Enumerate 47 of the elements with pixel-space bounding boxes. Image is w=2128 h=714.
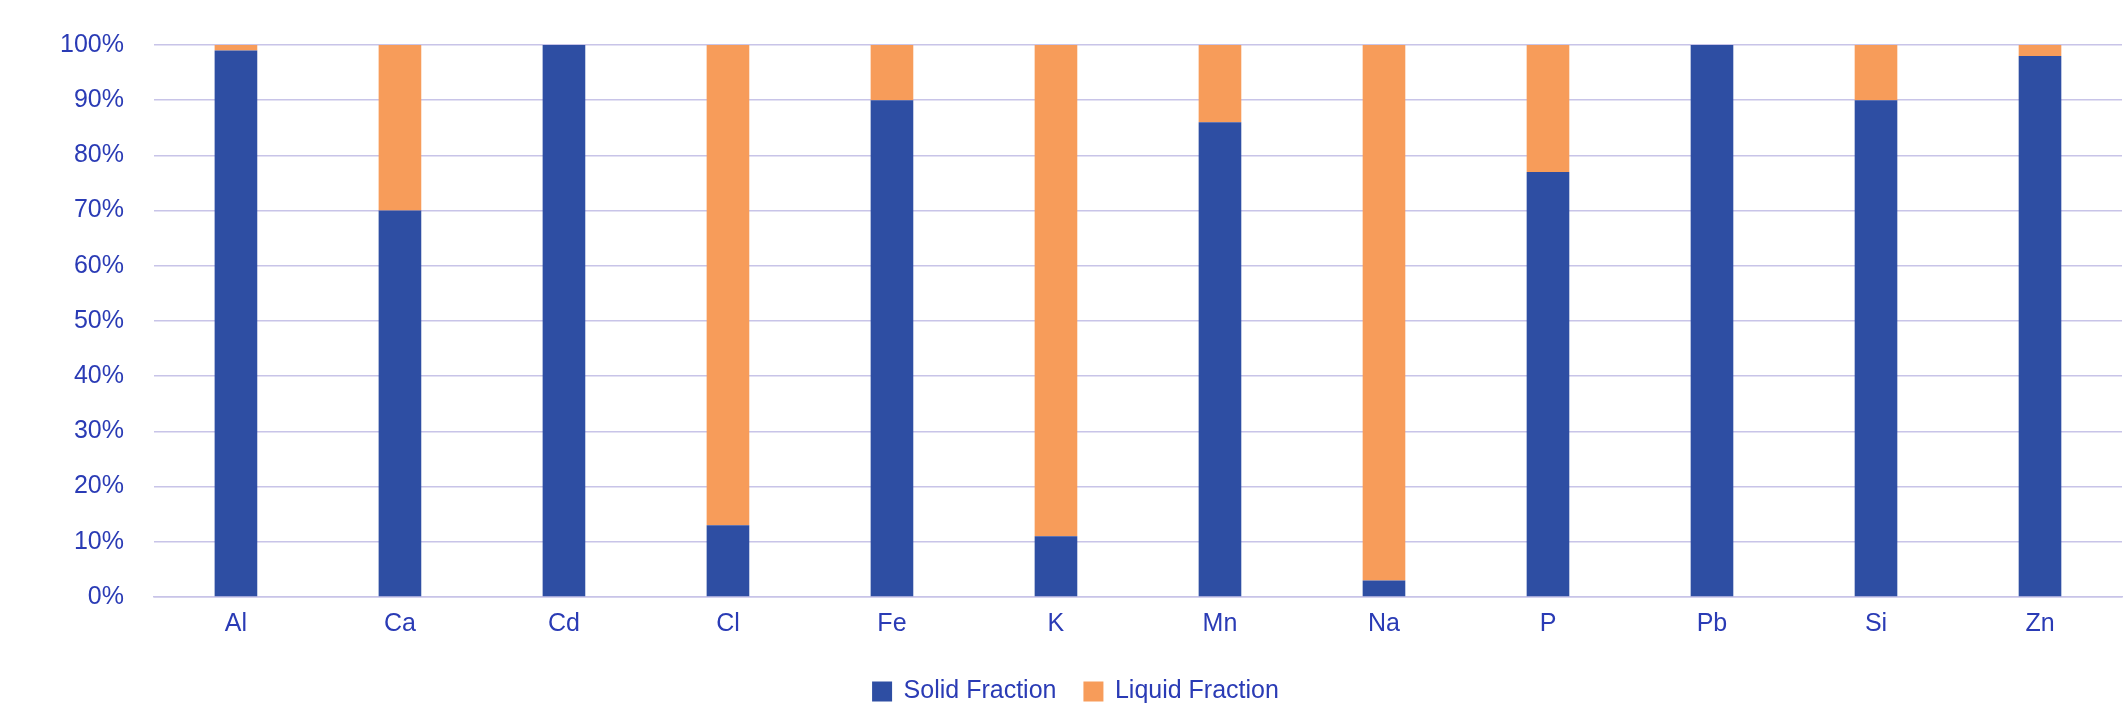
bar: [1690, 45, 1734, 597]
bar: [870, 45, 914, 101]
bar: [706, 45, 750, 526]
y-tick-label: 60%: [73, 249, 124, 278]
bar: [378, 45, 422, 211]
bar: [1362, 580, 1406, 597]
bar: [1034, 45, 1078, 537]
y-tick-label: 30%: [73, 415, 124, 444]
x-tick-label: Pb: [1696, 607, 1728, 636]
x-tick-label: Cd: [547, 607, 580, 636]
bar: [214, 50, 258, 597]
bar: [1198, 122, 1242, 597]
x-tick-label: Zn: [2025, 607, 2055, 636]
y-tick-label: 90%: [73, 84, 124, 113]
bar: [706, 525, 750, 597]
x-tick-label: Mn: [1202, 607, 1238, 636]
bar: [1034, 536, 1078, 597]
y-tick-label: 70%: [73, 194, 124, 223]
bar: [1526, 171, 1570, 597]
bar: [1854, 100, 1898, 597]
x-tick-label: Ca: [383, 607, 417, 636]
bar: [2018, 56, 2062, 597]
y-tick-label: 100%: [59, 28, 124, 57]
bar: [378, 210, 422, 597]
y-tick-label: 50%: [73, 304, 124, 333]
y-tick-label: 10%: [73, 525, 124, 554]
x-tick-label: Fe: [877, 607, 907, 636]
x-tick-label: Cl: [716, 607, 740, 636]
x-tick-label: P: [1539, 607, 1557, 636]
x-tick-label: Si: [1864, 607, 1888, 636]
bar: [214, 45, 258, 51]
bar: [542, 45, 586, 597]
y-tick-label: 0%: [87, 580, 124, 609]
x-tick-label: Na: [1367, 607, 1401, 636]
bar: [1526, 45, 1570, 172]
bar: [1198, 45, 1242, 123]
bar: [1854, 45, 1898, 101]
bar: [870, 100, 914, 597]
x-tick-label: Al: [224, 607, 248, 636]
legend-label: Liquid Fraction: [1114, 675, 1279, 704]
bar: [1362, 45, 1406, 581]
y-tick-label: 40%: [73, 360, 124, 389]
bar: [2018, 45, 2062, 57]
legend-label: Solid Fraction: [903, 675, 1057, 704]
x-tick-label: K: [1047, 607, 1065, 636]
y-tick-label: 80%: [73, 139, 124, 168]
y-tick-label: 20%: [73, 470, 124, 499]
